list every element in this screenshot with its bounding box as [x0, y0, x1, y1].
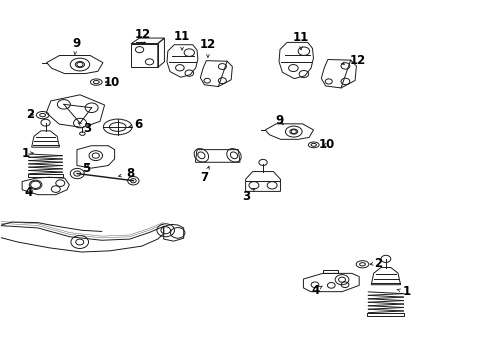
Text: 11: 11	[174, 30, 190, 50]
Text: 1: 1	[22, 147, 33, 159]
Text: 4: 4	[25, 186, 33, 199]
Text: 12: 12	[135, 28, 151, 45]
Text: 10: 10	[318, 138, 334, 151]
Text: 11: 11	[292, 31, 308, 50]
Text: 9: 9	[275, 114, 283, 127]
Text: 1: 1	[396, 285, 409, 298]
Text: 4: 4	[310, 284, 322, 297]
Text: 5: 5	[81, 162, 90, 175]
Text: 6: 6	[128, 118, 142, 131]
Text: 3: 3	[78, 122, 91, 135]
Text: 8: 8	[118, 167, 134, 180]
Text: 2: 2	[26, 108, 34, 121]
Text: 9: 9	[72, 36, 80, 55]
Text: 3: 3	[242, 189, 254, 203]
Text: 12: 12	[341, 54, 365, 67]
Text: 2: 2	[369, 257, 382, 270]
Text: 12: 12	[200, 38, 216, 57]
Text: 10: 10	[103, 76, 120, 89]
Text: 7: 7	[200, 166, 209, 184]
